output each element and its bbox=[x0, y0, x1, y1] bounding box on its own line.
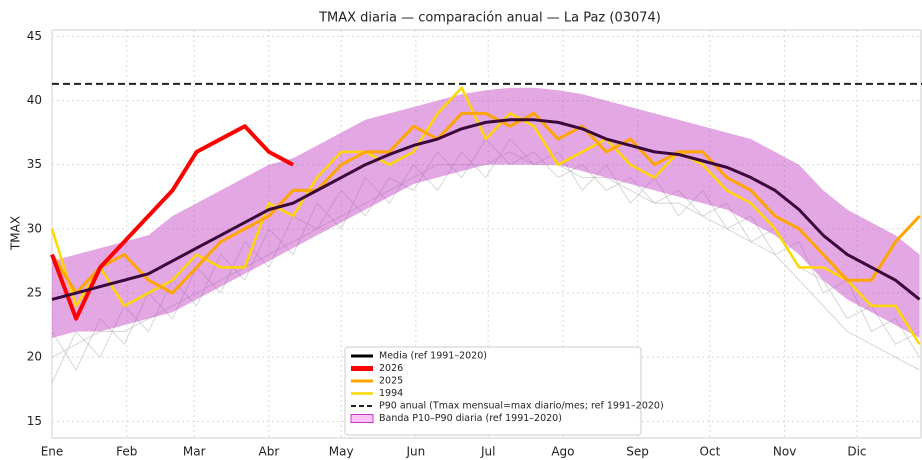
x-tick-label: May bbox=[329, 445, 354, 459]
x-tick-label: Jul bbox=[480, 445, 495, 459]
y-tick-label: 35 bbox=[27, 157, 42, 171]
legend-label: Banda P10–P90 diaria (ref 1991–2020) bbox=[379, 413, 562, 424]
series-line bbox=[50, 111, 921, 295]
legend-label: 2026 bbox=[379, 363, 403, 374]
y-tick-label: 45 bbox=[27, 29, 42, 43]
x-tick-label: Sep bbox=[626, 445, 649, 459]
series-line bbox=[51, 118, 921, 301]
legend-label: 1994 bbox=[379, 388, 403, 399]
chart-title: TMAX diaria — comparación anual — La Paz… bbox=[318, 11, 661, 26]
x-tick-label: Mar bbox=[183, 445, 206, 459]
y-tick-label: 15 bbox=[27, 414, 42, 428]
x-tick-label: Feb bbox=[116, 445, 137, 459]
x-tick-label: Ene bbox=[41, 445, 64, 459]
series-line bbox=[50, 86, 921, 346]
y-tick-label: 30 bbox=[27, 221, 42, 235]
x-tick-label: Abr bbox=[259, 445, 280, 459]
legend-label: P90 anual (Tmax mensual=max diario/mes; … bbox=[379, 401, 664, 412]
x-tick-label: Jun bbox=[406, 445, 426, 459]
y-tick-label: 40 bbox=[27, 93, 42, 107]
x-tick-label: Nov bbox=[773, 445, 796, 459]
legend-box bbox=[344, 346, 642, 436]
p10-p90-band bbox=[52, 87, 920, 338]
background-line bbox=[51, 138, 921, 384]
x-tick-label: Dic bbox=[847, 445, 866, 459]
y-tick-label: 20 bbox=[27, 350, 42, 364]
plot-frame bbox=[51, 29, 922, 439]
legend-label: Media (ref 1991–2020) bbox=[379, 351, 487, 362]
x-tick-label: Oct bbox=[700, 445, 721, 459]
legend-swatch bbox=[350, 414, 374, 423]
y-axis-label: TMAX bbox=[9, 216, 23, 251]
x-tick-label: Ago bbox=[551, 445, 574, 459]
y-tick-label: 25 bbox=[27, 286, 42, 300]
series-line bbox=[50, 124, 294, 321]
legend-label: 2025 bbox=[379, 376, 403, 387]
